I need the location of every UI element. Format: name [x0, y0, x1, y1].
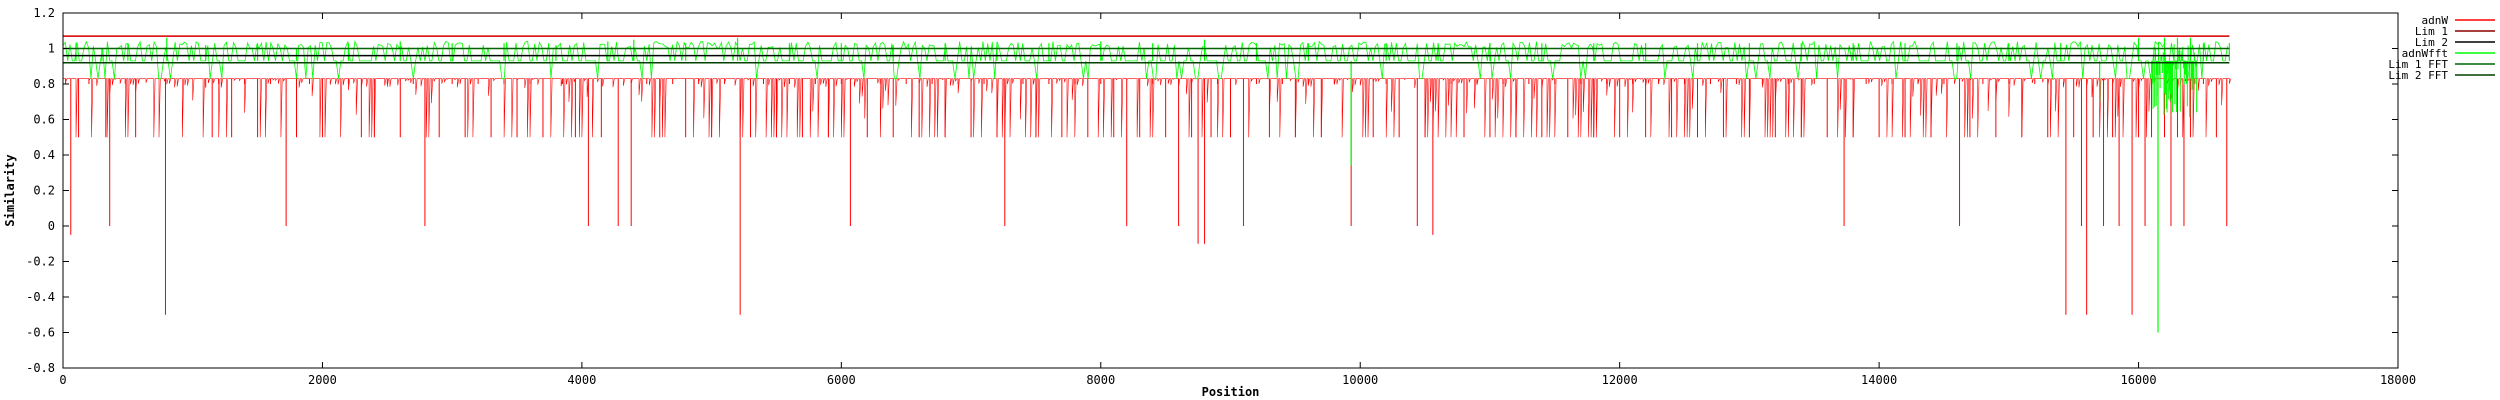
x-tick-label: 12000	[1602, 373, 1638, 387]
legend-label-lim2fft: Lim 2 FFT	[2388, 69, 2448, 82]
series-adnW-line	[63, 78, 2231, 138]
x-tick-label: 14000	[1861, 373, 1897, 387]
legend-label-adnWfft: adnWfft	[2402, 47, 2448, 60]
plot-area	[62, 35, 2231, 333]
x-tick-label: 2000	[308, 373, 337, 387]
y-tick-label: 1	[48, 42, 55, 56]
x-tick-label: 10000	[1342, 373, 1378, 387]
y-tick-label: 1.2	[33, 6, 55, 20]
series-adnW	[63, 78, 2231, 315]
y-tick-label: -0.8	[26, 361, 55, 375]
y-axis-title: Similarity	[3, 154, 17, 226]
x-tick-label: 0	[59, 373, 66, 387]
x-axis-title: Position	[1202, 385, 1260, 399]
series-adnWfft	[62, 37, 2230, 333]
legend-label-lim1fft: Lim 1 FFT	[2388, 58, 2448, 71]
y-tick-label: -0.6	[26, 326, 55, 340]
x-tick-label: 16000	[2120, 373, 2156, 387]
axis-ticks: 0 2000 4000 6000 8000 10000 12000 14000 16000 180…	[26, 6, 2416, 387]
x-tick-label: 18000	[2380, 373, 2416, 387]
legend-label-lim2: Lim 2	[2415, 36, 2448, 49]
y-tick-label: -0.2	[26, 255, 55, 269]
x-tick-label: 6000	[827, 373, 856, 387]
y-tick-label: -0.4	[26, 290, 55, 304]
y-tick-label: 0	[48, 219, 55, 233]
legend-label-lim1: Lim 1	[2415, 25, 2448, 38]
legend-label-adnW: adnW	[2422, 14, 2449, 27]
y-tick-label: 0.6	[33, 113, 55, 127]
y-tick-label: 0.2	[33, 184, 55, 198]
y-tick-label: 0.4	[33, 148, 55, 162]
y-tick-label: 0.8	[33, 77, 55, 91]
x-tick-label: 4000	[567, 373, 596, 387]
x-tick-label: 8000	[1086, 373, 1115, 387]
